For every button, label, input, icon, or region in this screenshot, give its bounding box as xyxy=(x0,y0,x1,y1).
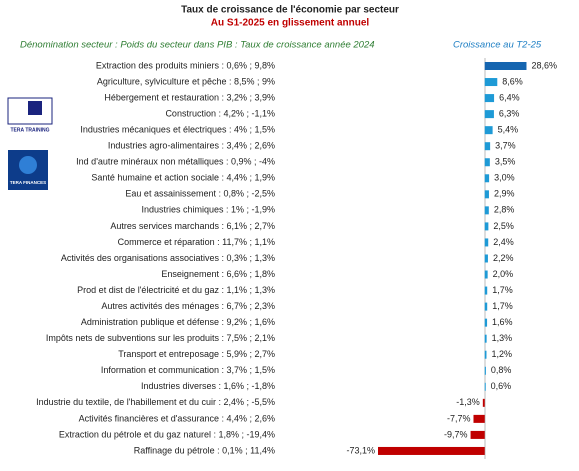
chart-title: Taux de croissance de l'économie par sec… xyxy=(181,5,399,16)
bar xyxy=(484,94,495,103)
chart-subtitle: Au S1-2025 en glissement annuel xyxy=(211,18,370,29)
bar xyxy=(378,446,485,455)
value-label: 2,8% xyxy=(494,205,515,215)
value-label: 8,6% xyxy=(502,76,523,86)
value-label: 3,0% xyxy=(494,173,515,183)
value-label: -7,7% xyxy=(447,413,471,423)
category-label: Industrie du textile, de l'habillement e… xyxy=(36,397,275,407)
value-label: 5,4% xyxy=(498,125,519,135)
bar xyxy=(484,350,487,359)
category-label: Extraction des produits miniers : 0,6% ;… xyxy=(96,60,275,70)
bar xyxy=(484,62,527,70)
category-label: Administration publique et défense : 9,2… xyxy=(81,317,275,327)
value-label: -1,3% xyxy=(456,397,480,407)
value-label: 6,4% xyxy=(499,92,520,102)
logo-icon xyxy=(28,101,42,115)
value-label: 3,7% xyxy=(495,141,516,151)
category-label: Industries chimiques : 1% ; -1,9% xyxy=(141,205,275,215)
category-label: Information et communication : 3,7% ; 1,… xyxy=(101,365,275,375)
bar xyxy=(484,110,494,119)
category-label: Enseignement : 6,6% ; 1,8% xyxy=(161,269,275,279)
bar xyxy=(473,414,485,423)
value-header: Croissance au T2-25 xyxy=(453,40,542,51)
category-label: Autres services marchands : 6,1% ; 2,7% xyxy=(110,221,275,231)
bar xyxy=(484,78,498,87)
category-label: Raffinage du pétrole : 0,1% ; 11,4% xyxy=(134,445,275,455)
value-label: 1,7% xyxy=(492,301,513,311)
bar xyxy=(484,190,489,199)
bar xyxy=(484,206,489,215)
category-label: Prod et dist de l'électricité et du gaz … xyxy=(77,285,275,295)
logo-text: TERA TRAINING xyxy=(11,127,50,133)
bar xyxy=(484,254,488,263)
bar xyxy=(484,126,493,135)
category-label: Industries mécaniques et électriques : 4… xyxy=(80,125,275,135)
bar xyxy=(484,302,488,311)
category-label: Industries diverses : 1,6% ; -1,8% xyxy=(141,381,275,391)
category-label: Hébergement et restauration : 3,2% ; 3,9… xyxy=(104,92,275,102)
value-label: 1,2% xyxy=(491,349,512,359)
bar xyxy=(484,318,488,327)
category-label: Santé humaine et action sociale : 4,4% ;… xyxy=(91,173,275,183)
category-header: Dénomination secteur : Poids du secteur … xyxy=(20,40,375,51)
category-label: Transport et entreposage : 5,9% ; 2,7% xyxy=(118,349,275,359)
bar xyxy=(484,334,487,343)
value-label: 0,6% xyxy=(491,381,512,391)
value-label: 2,2% xyxy=(493,253,514,263)
bar xyxy=(484,238,489,247)
value-label: 0,8% xyxy=(491,365,512,375)
value-label: 1,3% xyxy=(492,333,513,343)
category-label: Industries agro-alimentaires : 3,4% ; 2,… xyxy=(108,141,275,151)
value-label: 1,7% xyxy=(492,285,513,295)
value-label: 2,9% xyxy=(494,189,515,199)
value-label: -73,1% xyxy=(346,445,375,455)
bar xyxy=(484,382,486,391)
category-label: Construction : 4,2% ; -1,1% xyxy=(165,108,275,118)
category-label: Impôts nets de subventions sur les produ… xyxy=(46,333,275,343)
bar xyxy=(484,174,490,183)
category-label: Activités des organisations associatives… xyxy=(61,253,275,263)
bar xyxy=(484,270,488,279)
category-label: Commerce et réparation : 11,7% ; 1,1% xyxy=(118,237,275,247)
bar xyxy=(484,366,486,375)
bar xyxy=(482,398,485,407)
value-label: 1,6% xyxy=(492,317,513,327)
bar xyxy=(484,286,488,295)
category-label: Eau et assainissement : 0,8% ; -2,5% xyxy=(125,189,275,199)
logo-icon xyxy=(19,156,37,174)
bar xyxy=(484,222,489,231)
value-label: 2,0% xyxy=(493,269,514,279)
logo-finances: TERA FINANCES xyxy=(8,150,48,190)
category-label: Autres activités des ménages : 6,7% ; 2,… xyxy=(101,301,275,311)
value-label: 28,6% xyxy=(531,60,557,70)
category-label: Agriculture, sylviculture et pêche : 8,5… xyxy=(97,76,275,86)
value-label: 2,5% xyxy=(493,221,514,231)
bar xyxy=(470,430,485,439)
value-label: -9,7% xyxy=(444,429,468,439)
logo-text: TERA FINANCES xyxy=(10,180,46,185)
value-label: 3,5% xyxy=(495,157,516,167)
value-label: 6,3% xyxy=(499,108,520,118)
logo-training: TERA TRAINING xyxy=(7,97,53,133)
category-label: Activités financières et d'assurance : 4… xyxy=(79,413,275,423)
bar xyxy=(484,158,490,167)
bar xyxy=(484,142,491,151)
value-label: 2,4% xyxy=(493,237,514,247)
category-label: Ind d'autre minéraux non métalliques : 0… xyxy=(76,157,275,167)
category-label: Extraction du pétrole et du gaz naturel … xyxy=(59,429,275,439)
